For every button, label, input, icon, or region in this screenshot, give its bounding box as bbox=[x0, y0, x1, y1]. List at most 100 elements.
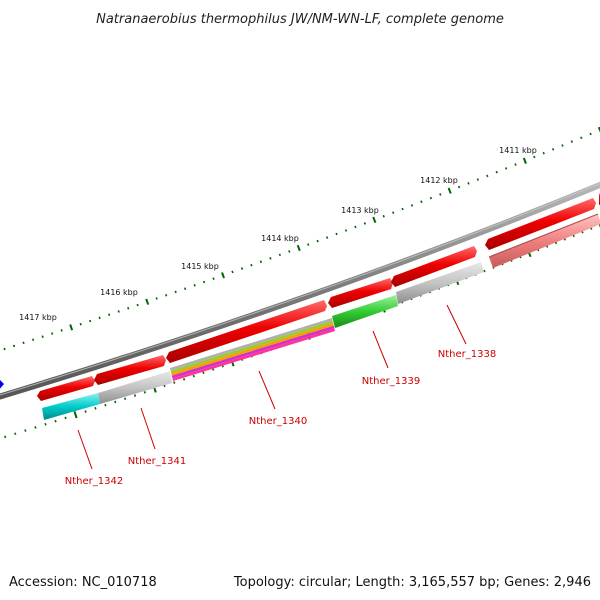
cds-arrow[interactable] bbox=[328, 278, 393, 308]
scale-tick bbox=[98, 316, 101, 320]
scale-tick bbox=[483, 269, 486, 273]
label-leader-line bbox=[140, 407, 156, 450]
other-strand-marker bbox=[0, 380, 4, 389]
scale-tick bbox=[3, 347, 6, 351]
scale-tick bbox=[117, 310, 120, 313]
kbp-label: 1416 kbp bbox=[100, 288, 138, 297]
scale-tick bbox=[182, 378, 186, 381]
scale-tick bbox=[34, 426, 37, 429]
scale-tick bbox=[269, 257, 272, 260]
scale-tick bbox=[259, 260, 263, 264]
scale-tick bbox=[439, 193, 442, 196]
cds-arrow[interactable] bbox=[485, 198, 596, 250]
scale-tick bbox=[542, 151, 545, 155]
scale-tick bbox=[476, 178, 480, 181]
scale-tick bbox=[184, 287, 187, 290]
scale-tick bbox=[24, 429, 27, 432]
map-title: Natranaerobius thermophilus JW/NM-WN-LF,… bbox=[96, 12, 504, 27]
scale-tick bbox=[467, 182, 470, 185]
scale-tick bbox=[240, 267, 244, 270]
scale-tick bbox=[4, 435, 7, 439]
scale-tick bbox=[84, 410, 87, 413]
scale-tick bbox=[344, 229, 348, 232]
label-leader-line bbox=[258, 370, 276, 410]
scale-tick bbox=[278, 253, 281, 257]
gene-labels: Nther_1338 Nther_1339 Nther_1340 Nther_1… bbox=[65, 304, 496, 487]
scale-tick bbox=[250, 263, 253, 267]
scale-tick bbox=[202, 280, 206, 284]
gene-block-nther-1341[interactable] bbox=[98, 371, 172, 404]
scale-tick bbox=[165, 293, 168, 297]
label-leader-line bbox=[77, 429, 93, 470]
scale-tick bbox=[363, 222, 367, 225]
scale-tick bbox=[136, 303, 139, 307]
scale-tick bbox=[12, 344, 16, 348]
scale-tick bbox=[22, 341, 25, 345]
scale-tick bbox=[51, 332, 54, 335]
scale-tick bbox=[192, 374, 195, 378]
accession-text: Accession: NC_010718 bbox=[9, 575, 157, 590]
scale-tick bbox=[307, 243, 310, 246]
scale-tick bbox=[69, 324, 74, 331]
label-leader-line bbox=[372, 330, 389, 369]
cds-block-faded[interactable] bbox=[489, 214, 600, 268]
scale-tick bbox=[551, 148, 555, 151]
scale-tick bbox=[94, 407, 97, 410]
kbp-label: 1415 kbp bbox=[181, 262, 219, 271]
scale-tick bbox=[522, 157, 527, 164]
scale-tick bbox=[372, 216, 377, 223]
scale-tick bbox=[64, 416, 67, 420]
gene-block-nther-1339[interactable] bbox=[332, 295, 398, 328]
scale-tick bbox=[533, 155, 536, 159]
gene-block-nther-1338[interactable] bbox=[396, 262, 484, 304]
gene-label-nther-1342[interactable]: Nther_1342 bbox=[65, 476, 123, 487]
kbp-label: 1413 kbp bbox=[341, 206, 379, 215]
scale-tick bbox=[410, 204, 414, 207]
scale-tick bbox=[486, 174, 489, 178]
scale-tick bbox=[155, 297, 158, 300]
gene-label-nther-1338[interactable]: Nther_1338 bbox=[438, 349, 496, 360]
gene-block-nther-1340[interactable] bbox=[170, 318, 335, 381]
scale-tick bbox=[104, 403, 107, 407]
scale-tick bbox=[514, 163, 517, 166]
scale-tick bbox=[14, 432, 17, 436]
gene-label-nther-1341[interactable]: Nther_1341 bbox=[128, 456, 186, 467]
scale-tick bbox=[133, 394, 137, 397]
gene-block-nther-1342[interactable] bbox=[42, 393, 100, 420]
label-leader-line bbox=[446, 304, 467, 345]
scale-tick bbox=[174, 290, 177, 294]
scale-tick bbox=[382, 214, 385, 218]
scale-tick bbox=[127, 306, 130, 310]
scale-tick bbox=[143, 391, 146, 394]
scale-tick bbox=[447, 187, 452, 194]
scale-tick bbox=[354, 225, 357, 229]
gene-label-nther-1340[interactable]: Nther_1340 bbox=[249, 416, 307, 427]
cds-track-cog bbox=[42, 213, 600, 420]
scale-tick bbox=[420, 200, 423, 204]
scale-tick bbox=[504, 167, 508, 170]
scale-tick bbox=[316, 239, 319, 243]
scale-tick bbox=[325, 236, 329, 239]
cds-arrow[interactable] bbox=[391, 246, 477, 287]
scale-tick bbox=[221, 272, 225, 279]
scale-tick bbox=[54, 419, 57, 423]
scale-tick bbox=[89, 319, 92, 323]
outer-scale-track bbox=[3, 126, 600, 351]
scale-tick bbox=[212, 277, 215, 280]
scale-tick bbox=[401, 207, 404, 211]
scale-tick bbox=[429, 196, 433, 200]
scale-tick bbox=[44, 422, 47, 426]
scale-tick bbox=[193, 284, 196, 287]
scale-tick bbox=[589, 132, 592, 136]
scale-tick bbox=[73, 411, 78, 419]
scale-tick bbox=[580, 136, 583, 140]
cds-arrow[interactable] bbox=[166, 300, 327, 363]
cds-arrow[interactable] bbox=[37, 376, 95, 401]
scale-tick bbox=[41, 335, 44, 338]
cds-arrow[interactable] bbox=[94, 355, 166, 385]
scale-labels: 1411 kbp 1412 kbp 1413 kbp 1414 kbp 1415… bbox=[19, 146, 537, 322]
gene-label-nther-1339[interactable]: Nther_1339 bbox=[362, 376, 420, 387]
scale-tick bbox=[60, 329, 63, 332]
scale-tick bbox=[495, 170, 498, 174]
kbp-label: 1414 kbp bbox=[261, 234, 299, 243]
